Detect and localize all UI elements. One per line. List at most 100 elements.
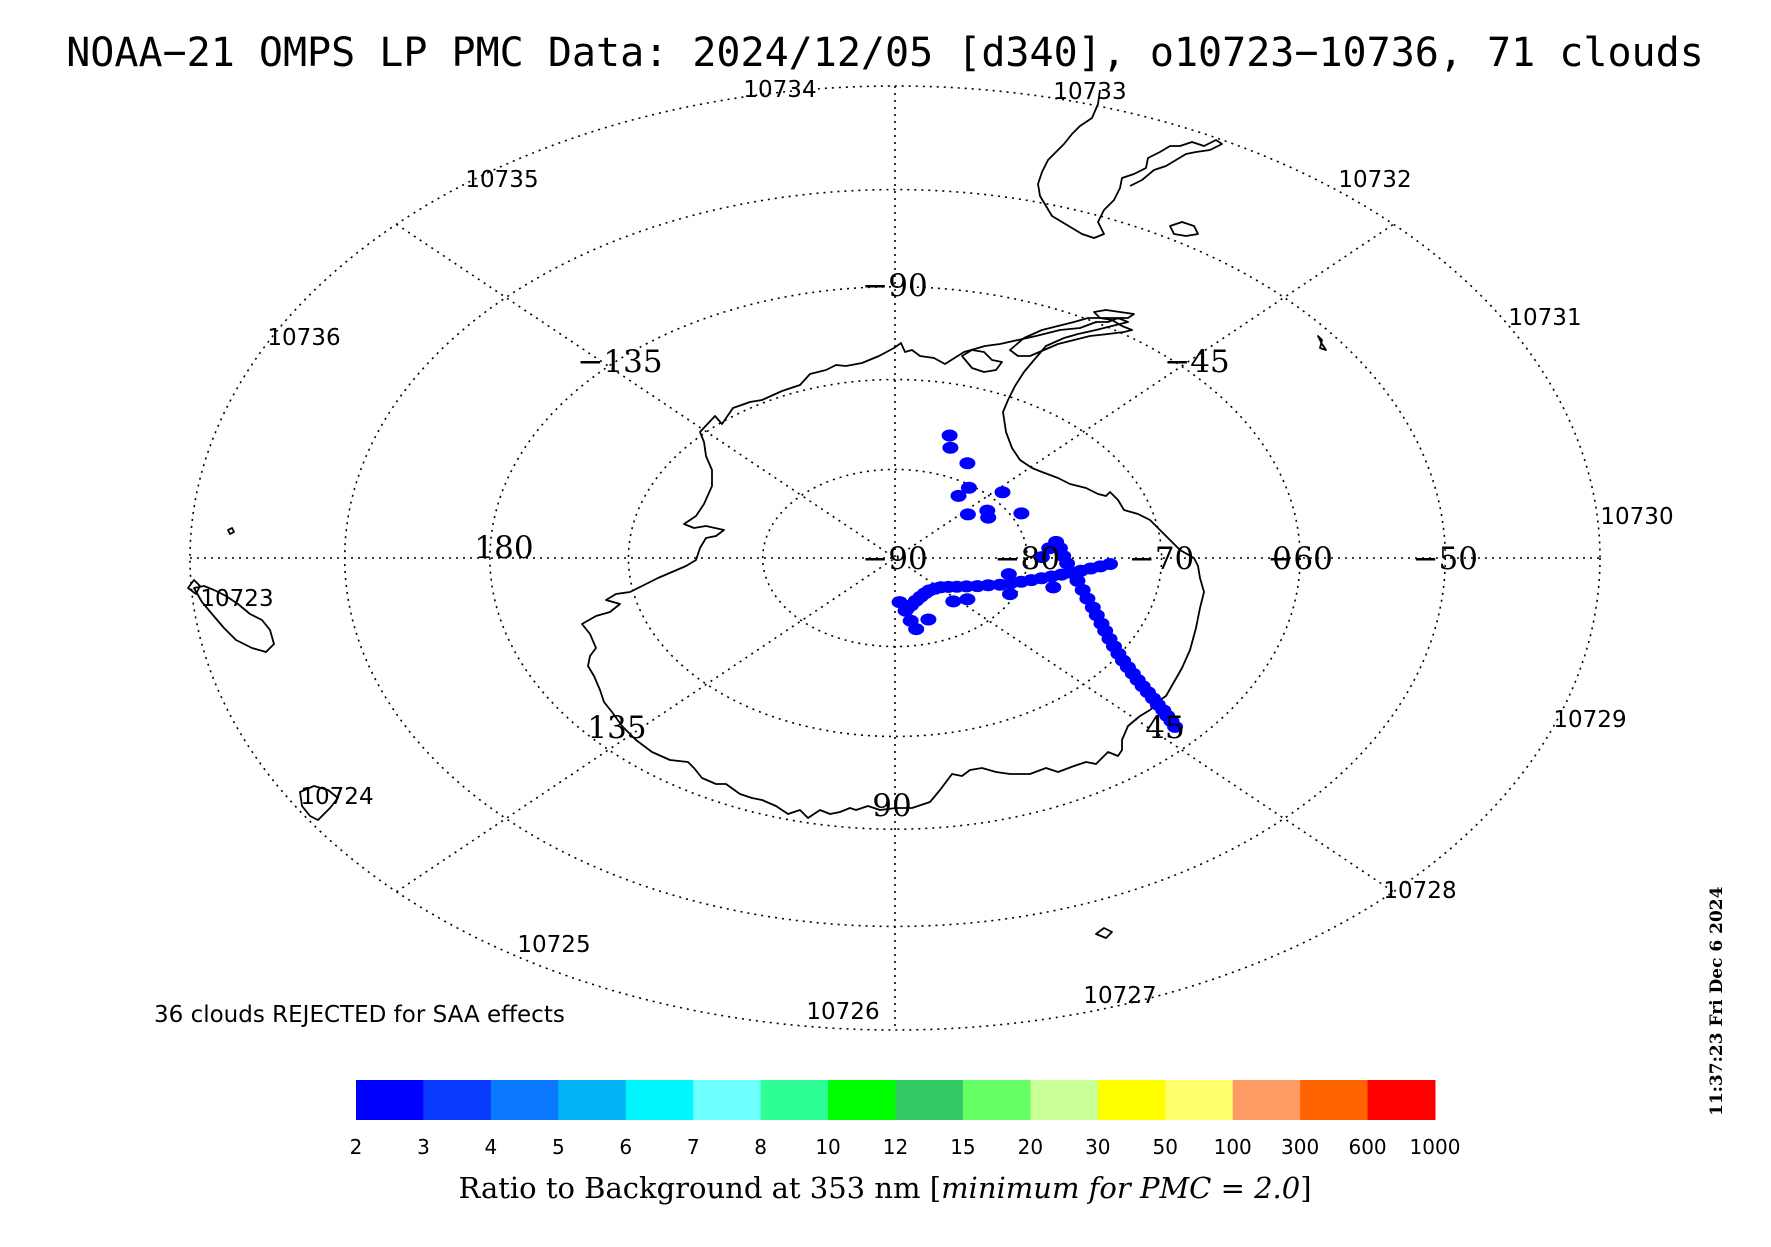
orbit-label: 10725 — [517, 932, 590, 958]
pmc-cloud-point — [950, 489, 967, 502]
colorbar — [356, 1080, 1436, 1120]
colorbar-tick-label: 4 — [485, 1135, 498, 1159]
orbit-label: 10735 — [465, 167, 538, 193]
pole-label: −90 — [862, 541, 927, 577]
longitude-labels: −90 −45 −135 180 135 45 90 — [474, 268, 1229, 824]
colorbar-label-bracket-open: [ — [921, 1171, 942, 1205]
colorbar-swatch — [1300, 1080, 1369, 1120]
orbit-label: 10736 — [267, 325, 340, 351]
colorbar-tick-label: 2 — [350, 1135, 363, 1159]
colorbar-swatch — [356, 1080, 424, 1120]
pmc-cloud-point — [959, 593, 976, 606]
colorbar-swatch — [625, 1080, 694, 1120]
orbit-label: 10723 — [200, 586, 273, 612]
pmc-cloud-point — [1074, 584, 1091, 596]
colorbar-swatch — [1097, 1080, 1166, 1120]
longitude-label: 45 — [1145, 710, 1184, 746]
pmc-cloud-point — [899, 602, 915, 615]
tasmania-coastline — [299, 785, 339, 821]
equator-label: 0 — [1272, 541, 1292, 577]
colorbar-swatch — [760, 1080, 829, 1120]
antarctica-coastline — [581, 317, 1205, 819]
latitude-label: −70 — [1129, 541, 1194, 577]
pmc-cloud-point — [1033, 551, 1050, 564]
pmc-cloud-point — [920, 613, 937, 626]
colorbar-tick-label: 3 — [417, 1135, 430, 1159]
latitude-label: −80 — [995, 541, 1060, 577]
colorbar-swatch — [1367, 1080, 1436, 1120]
colorbar-swatch — [423, 1080, 492, 1120]
saa-rejection-note: 36 clouds REJECTED for SAA effects — [154, 1002, 565, 1028]
colorbar-tick-label: 30 — [1085, 1135, 1110, 1159]
colorbar-tick-label: 1000 — [1410, 1135, 1461, 1159]
pmc-cloud-point — [959, 508, 976, 521]
south-georgia-island — [1317, 335, 1327, 351]
orbit-label: 10732 — [1338, 167, 1411, 193]
orbit-number-labels: 10734 10733 10735 10732 10736 10731 10730 10723… — [200, 77, 1673, 1025]
colorbar-label: Ratio to Background at 353 nm [minimum f… — [458, 1171, 1311, 1205]
orbit-label: 10729 — [1553, 707, 1626, 733]
longitude-label: −45 — [1164, 344, 1229, 380]
new-zealand-north-island — [187, 579, 201, 595]
orbit-label: 10726 — [806, 999, 879, 1025]
map-title: NOAA−21 OMPS LP PMC Data: 2024/12/05 [d3… — [66, 30, 1704, 76]
colorbar-swatch — [558, 1080, 627, 1120]
south-america-coastline — [1037, 89, 1223, 239]
colorbar-tick-label: 12 — [883, 1135, 908, 1159]
longitude-label: −90 — [862, 268, 927, 304]
colorbar-tick-label: 20 — [1018, 1135, 1043, 1159]
pmc-cloud-point — [1013, 507, 1030, 520]
pmc-cloud-point — [1002, 588, 1018, 601]
colorbar-tick-label: 10 — [815, 1135, 840, 1159]
pmc-cloud-point — [994, 486, 1011, 499]
colorbar-swatch — [895, 1080, 964, 1120]
orbit-label: 10727 — [1083, 983, 1156, 1009]
colorbar-tick-label: 100 — [1214, 1135, 1252, 1159]
longitude-label: 180 — [474, 530, 533, 566]
pmc-cloud-point — [1041, 542, 1058, 555]
colorbar-swatch — [1030, 1080, 1099, 1120]
orbit-label: 10733 — [1053, 79, 1126, 105]
colorbar-tick-label: 600 — [1348, 1135, 1386, 1159]
colorbar-label-minimum: minimum for PMC = 2.0 — [941, 1171, 1300, 1205]
pmc-cloud-point — [942, 441, 959, 454]
pmc-cloud-point — [941, 429, 958, 442]
pmc-cloud-points — [891, 429, 1184, 733]
latitude-labels: −80 −70 −60 −50 0 −90 — [862, 541, 1478, 577]
orbit-label: 10731 — [1508, 305, 1581, 331]
pmc-cloud-point — [959, 457, 976, 470]
pmc-cloud-point — [979, 504, 996, 517]
latitude-label: −50 — [1413, 541, 1478, 577]
longitude-label: −135 — [577, 344, 662, 380]
orbit-label: 10734 — [743, 77, 816, 103]
new-zealand-coastline — [193, 585, 275, 653]
colorbar-swatch — [828, 1080, 896, 1120]
orbit-label: 10724 — [300, 784, 373, 810]
falkland-islands — [1169, 221, 1199, 237]
colorbar-swatch — [1165, 1080, 1234, 1120]
south-shetland-islands — [1093, 309, 1135, 319]
colorbar-tick-label: 8 — [754, 1135, 767, 1159]
pmc-cloud-point — [992, 578, 1008, 591]
pmc-cloud-point — [908, 623, 925, 636]
latitude-label: −60 — [1267, 541, 1332, 577]
colorbar-tick-label: 6 — [619, 1135, 632, 1159]
colorbar-swatch — [490, 1080, 559, 1120]
latitude-ring — [489, 285, 1301, 831]
longitude-label: 90 — [872, 788, 911, 824]
antarctic-peninsula-coastline — [1009, 317, 1133, 357]
orbit-label: 10730 — [1600, 504, 1673, 530]
pmc-cloud-point — [945, 595, 962, 608]
colorbar-swatch — [962, 1080, 1031, 1120]
ronne-ice-shelf-islands — [961, 349, 1003, 373]
timestamp: 11:37:23 Fri Dec 6 2024 — [1707, 886, 1727, 1116]
colorbar-tick-label: 15 — [950, 1135, 975, 1159]
pmc-cloud-point — [1045, 581, 1062, 594]
pmc-cloud-point — [960, 481, 977, 494]
colorbar-tick-label: 50 — [1153, 1135, 1178, 1159]
landmass-outlines — [187, 89, 1327, 939]
orbit-label: 10728 — [1383, 878, 1456, 904]
latitude-ring — [627, 378, 1163, 738]
colorbar-tick-label: 300 — [1281, 1135, 1319, 1159]
